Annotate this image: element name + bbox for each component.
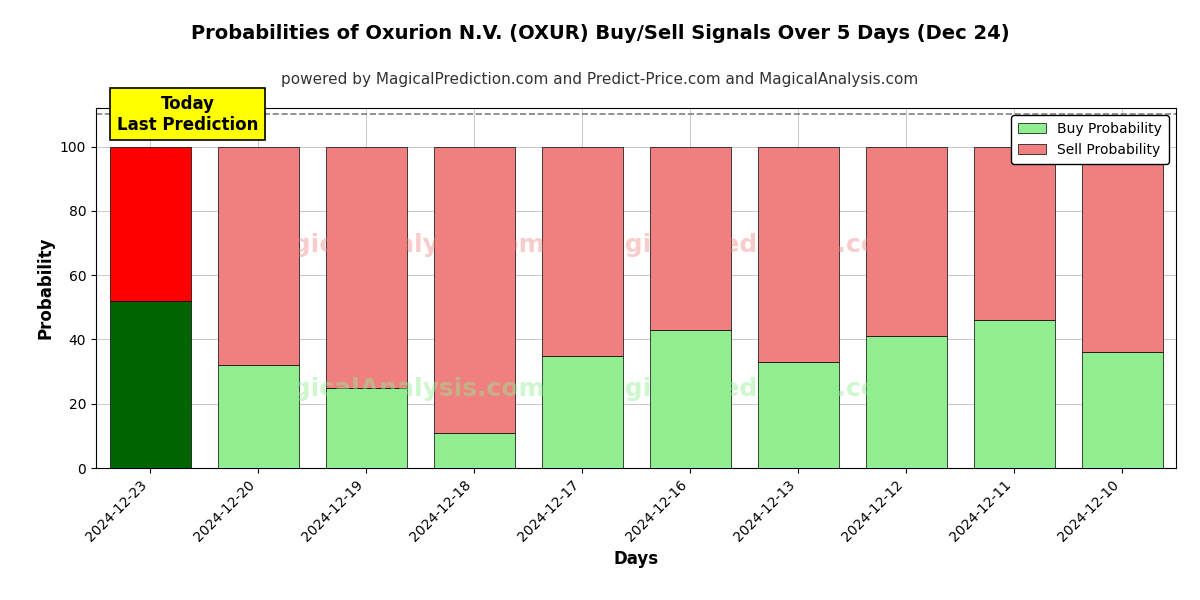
Bar [217,365,299,468]
Text: MagicalAnalysis.com: MagicalAnalysis.com [252,233,545,257]
Bar [109,301,191,468]
Bar [1081,352,1163,468]
Bar [973,146,1055,320]
Bar [649,330,731,468]
X-axis label: Days: Days [613,550,659,568]
Bar [325,388,407,468]
Bar [433,146,515,433]
Y-axis label: Probability: Probability [36,237,54,339]
Legend: Buy Probability, Sell Probability: Buy Probability, Sell Probability [1012,115,1169,164]
Text: MagicalAnalysis.com: MagicalAnalysis.com [252,377,545,401]
Bar [325,146,407,388]
Bar [1081,146,1163,352]
Bar [541,355,623,468]
Text: MagicalPrediction.com: MagicalPrediction.com [583,233,905,257]
Text: Probabilities of Oxurion N.V. (OXUR) Buy/Sell Signals Over 5 Days (Dec 24): Probabilities of Oxurion N.V. (OXUR) Buy… [191,24,1009,43]
Bar [865,146,947,336]
Text: MagicalPrediction.com: MagicalPrediction.com [583,377,905,401]
Bar [649,146,731,330]
Text: powered by MagicalPrediction.com and Predict-Price.com and MagicalAnalysis.com: powered by MagicalPrediction.com and Pre… [281,72,919,87]
Bar [757,146,839,362]
Bar [433,433,515,468]
Bar [973,320,1055,468]
Bar [109,146,191,301]
Bar [541,146,623,355]
Bar [757,362,839,468]
Bar [217,146,299,365]
Bar [865,336,947,468]
Text: Today
Last Prediction: Today Last Prediction [118,95,258,134]
